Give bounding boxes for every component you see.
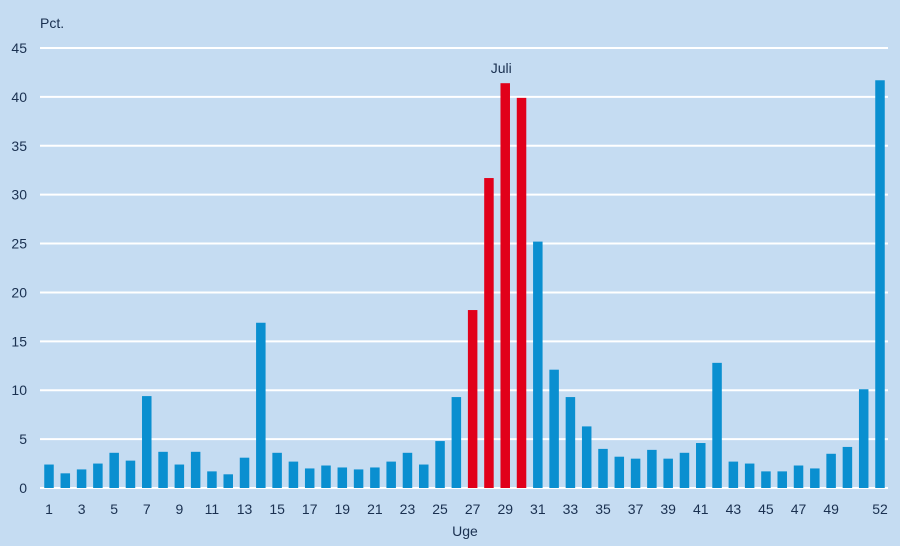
x-tick-label: 31 (530, 501, 546, 517)
x-tick-label: 29 (497, 501, 513, 517)
bar-week-44 (744, 463, 755, 488)
bar-week-36 (614, 456, 625, 488)
bar-week-46 (777, 471, 787, 488)
x-tick-label: 33 (563, 501, 579, 517)
bar-week-10 (190, 451, 201, 488)
y-tick-label: 5 (19, 431, 27, 447)
y-axis-ticks: 0 5 10 15 20 25 30 35 40 45 (11, 40, 27, 496)
x-tick-label: 17 (302, 501, 318, 517)
bar-week-28 (484, 178, 494, 489)
bar-week-47 (793, 465, 804, 488)
bar-week-17 (304, 468, 315, 488)
bar-week-25 (435, 441, 445, 488)
bar-week-50 (842, 446, 853, 488)
bar-week-32 (549, 369, 559, 488)
x-tick-label: 37 (628, 501, 644, 517)
y-tick-label: 20 (11, 284, 27, 300)
x-tick-label: 41 (693, 501, 709, 517)
x-tick-label: 35 (595, 501, 611, 517)
bar-week-11 (207, 471, 217, 488)
bar-week-29 (500, 83, 510, 488)
bar-week-21 (370, 467, 380, 488)
bar-week-5 (109, 452, 119, 488)
bar-week-31 (533, 241, 543, 488)
y-tick-label: 15 (11, 333, 27, 349)
bar-week-22 (386, 461, 396, 488)
y-axis-title: Pct. (40, 15, 64, 31)
x-tick-label: 43 (726, 501, 742, 517)
bar-week-3 (76, 469, 87, 488)
bar-week-48 (810, 468, 820, 488)
bar-week-40 (679, 452, 690, 488)
bar-week-13 (239, 457, 250, 488)
x-tick-label: 11 (205, 501, 220, 517)
x-tick-label: 52 (872, 501, 888, 517)
bar-week-38 (647, 449, 657, 488)
x-tick-label: 19 (335, 501, 351, 517)
bar-week-9 (174, 464, 185, 488)
y-tick-label: 40 (11, 89, 27, 105)
x-tick-label: 3 (78, 501, 86, 517)
annotations: Juli (491, 60, 512, 76)
bar-week-19 (337, 467, 348, 488)
bar-week-12 (223, 474, 233, 488)
bar-week-42 (712, 362, 722, 488)
gridlines (40, 47, 888, 489)
bar-week-2 (60, 473, 71, 488)
bar-week-24 (419, 464, 429, 488)
bar-week-49 (826, 453, 836, 488)
bar-week-20 (353, 469, 364, 488)
x-tick-label: 15 (269, 501, 285, 517)
bar-week-43 (728, 461, 739, 488)
y-tick-label: 10 (11, 382, 27, 398)
bar-week-23 (402, 452, 413, 488)
x-axis-ticks: 1 3 5 7 9 11 13 15 17 19 21 23 25 27 29 31 33 35 37 39 41 43 4… (45, 501, 888, 517)
annotation-label: Juli (491, 60, 512, 76)
x-tick-label: 49 (823, 501, 839, 517)
bar-week-30 (516, 97, 527, 488)
x-tick-label: 23 (400, 501, 416, 517)
bar-week-6 (125, 460, 136, 488)
bar-week-41 (696, 443, 706, 488)
bar-week-15 (272, 452, 282, 488)
bar-week-27 (467, 310, 478, 488)
y-tick-label: 0 (19, 480, 27, 496)
bar-week-34 (581, 426, 592, 488)
x-tick-label: 45 (758, 501, 774, 517)
bar-week-4 (93, 463, 103, 488)
bar-week-7 (142, 396, 152, 488)
y-tick-label: 45 (11, 40, 27, 56)
x-tick-label: 47 (791, 501, 807, 517)
x-axis-title: Uge (452, 523, 478, 539)
x-tick-label: 5 (110, 501, 118, 517)
bar-week-33 (565, 397, 576, 488)
x-tick-label: 7 (143, 501, 151, 517)
bar-week-52 (875, 80, 885, 489)
bar-week-51 (858, 389, 869, 488)
bar-week-8 (158, 451, 168, 488)
y-tick-label: 35 (11, 138, 27, 154)
x-tick-label: 25 (432, 501, 448, 517)
y-tick-label: 30 (11, 187, 27, 203)
x-tick-label: 1 (45, 501, 53, 517)
x-tick-label: 9 (175, 501, 183, 517)
bar-week-35 (598, 448, 608, 488)
x-tick-label: 27 (465, 501, 481, 517)
bar-week-26 (451, 397, 462, 488)
bar-week-39 (663, 458, 673, 488)
x-tick-label: 13 (237, 501, 253, 517)
bar-week-14 (256, 322, 266, 488)
bar-week-1 (44, 464, 54, 488)
bar-week-18 (321, 465, 331, 488)
bar-week-37 (630, 458, 641, 488)
bars (44, 80, 885, 489)
bar-week-45 (761, 471, 771, 488)
y-tick-label: 25 (11, 236, 27, 252)
x-tick-label: 39 (660, 501, 676, 517)
bar-week-16 (288, 461, 299, 488)
x-tick-label: 21 (367, 501, 383, 517)
